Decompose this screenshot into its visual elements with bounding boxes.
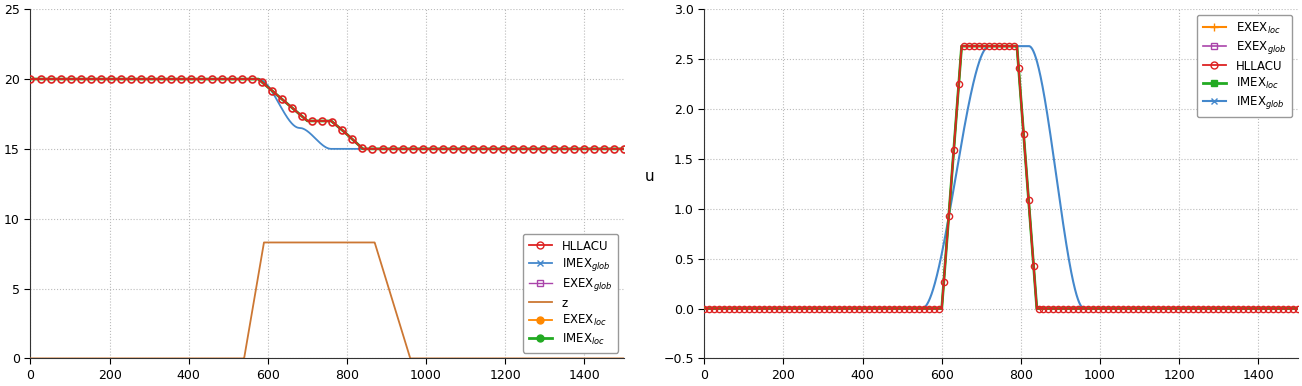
Legend: HLLACU, IMEX$_{glob}$, EXEX$_{glob}$, z, EXEX$_{loc}$, IMEX$_{loc}$: HLLACU, IMEX$_{glob}$, EXEX$_{glob}$, z,… (522, 234, 618, 352)
Y-axis label: u: u (644, 169, 655, 184)
Legend: EXEX$_{loc}$, EXEX$_{glob}$, HLLACU, IMEX$_{loc}$, IMEX$_{glob}$: EXEX$_{loc}$, EXEX$_{glob}$, HLLACU, IME… (1197, 15, 1292, 117)
